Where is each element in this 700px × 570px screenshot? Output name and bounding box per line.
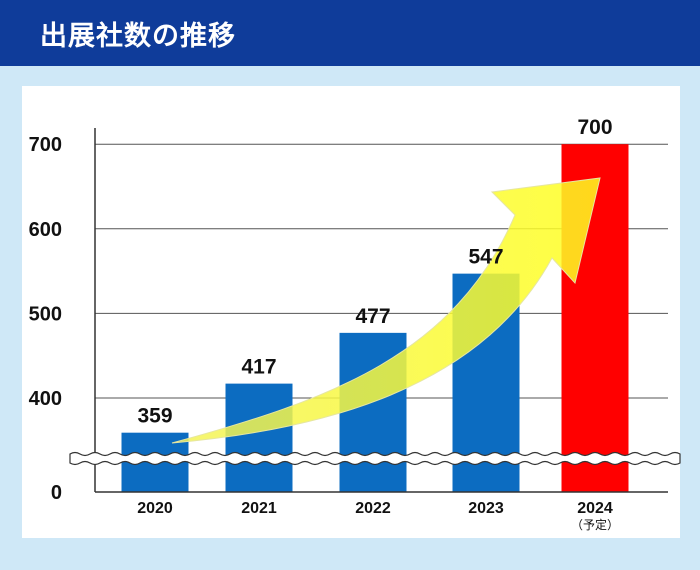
bar — [225, 383, 293, 492]
data-label: 417 — [241, 356, 276, 379]
y-tick-label: 700 — [29, 134, 62, 156]
y-tick-label: 600 — [29, 219, 62, 241]
page-title: 出展社数の推移 — [40, 21, 236, 52]
header-bar: 出展社数の推移 — [0, 0, 700, 66]
data-label: 700 — [577, 116, 612, 139]
y-tick-label: 500 — [29, 303, 62, 325]
data-label: 547 — [468, 246, 503, 269]
trend-arrow — [171, 177, 601, 444]
data-label: 477 — [355, 305, 390, 328]
x-tick-label: 2022 — [355, 500, 391, 517]
y-tick-label: 0 — [51, 482, 62, 504]
x-tick-label: 2023 — [468, 500, 504, 517]
x-tick-label: 2020 — [137, 500, 173, 517]
x-tick-label: 2021 — [241, 500, 277, 517]
data-label: 359 — [137, 405, 172, 428]
axis-break — [69, 451, 681, 466]
y-tick-label: 400 — [29, 388, 62, 410]
x-tick-label: 2024 — [577, 500, 613, 517]
x-tick-note: （予定） — [571, 517, 619, 532]
